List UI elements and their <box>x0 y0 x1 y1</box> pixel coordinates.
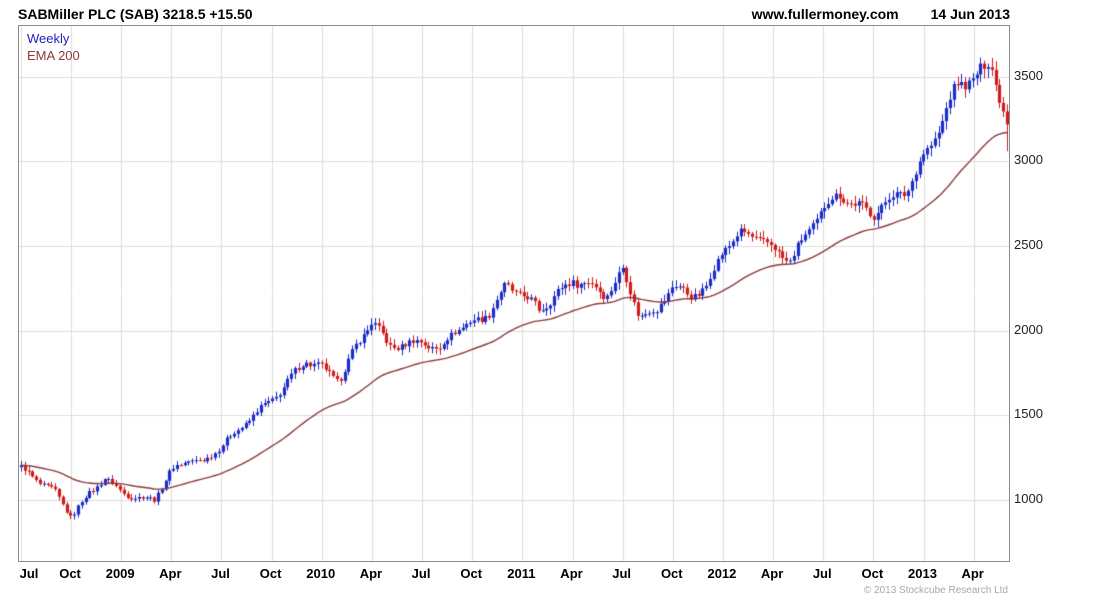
ema-overlay-label: EMA 200 <box>27 48 80 63</box>
x-axis-tick-label: 2012 <box>707 566 737 581</box>
x-axis-tick-label: Jul <box>19 566 39 581</box>
plot-legend: Weekly EMA 200 <box>27 30 80 64</box>
website-link[interactable]: www.fullermoney.com <box>751 6 899 22</box>
y-axis-tick-label: 1000 <box>1014 491 1043 507</box>
date-label: 14 Jun 2013 <box>930 6 1010 22</box>
price-plot: Weekly EMA 200 <box>18 25 1010 562</box>
y-axis-tick-label: 3000 <box>1014 152 1043 168</box>
x-axis-tick-label: Oct <box>59 566 81 581</box>
x-axis-tick-label: Jul <box>411 566 431 581</box>
x-axis-tick-label: Oct <box>660 566 683 581</box>
x-axis-tick-label: Apr <box>760 566 784 581</box>
y-axis-tick-label: 2500 <box>1014 237 1043 253</box>
y-axis-tick-label: 3500 <box>1014 67 1043 83</box>
x-axis-tick-label: Jul <box>612 566 632 581</box>
copyright-label: © 2013 Stockcube Research Ltd <box>863 585 1008 596</box>
x-axis-tick-label: Apr <box>560 566 583 581</box>
x-axis-tick-label: Oct <box>861 566 884 581</box>
x-axis-tick-label: 2011 <box>507 566 536 581</box>
y-axis-tick-label: 2000 <box>1014 321 1043 337</box>
x-axis-tick-label: Apr <box>359 566 383 581</box>
chart-title: SABMiller PLC (SAB) 3218.5 +15.50 <box>18 6 253 22</box>
x-axis-tick-label: Jul <box>211 566 230 581</box>
x-axis-tick-label: Oct <box>259 566 282 581</box>
x-axis-tick-label: Apr <box>961 566 984 581</box>
x-axis-tick-label: 2013 <box>908 566 937 581</box>
x-axis-tick-label: 2010 <box>306 566 336 581</box>
x-axis-tick-label: Jul <box>812 566 832 581</box>
timeframe-label: Weekly <box>27 31 70 46</box>
x-axis-tick-label: Oct <box>460 566 483 581</box>
x-axis-tick-label: Apr <box>159 566 182 581</box>
y-axis-tick-label: 1500 <box>1014 406 1043 422</box>
x-axis-tick-label: 2009 <box>105 566 135 581</box>
candlestick-canvas <box>19 26 1009 561</box>
header-right: www.fullermoney.com 14 Jun 2013 <box>752 6 1010 22</box>
